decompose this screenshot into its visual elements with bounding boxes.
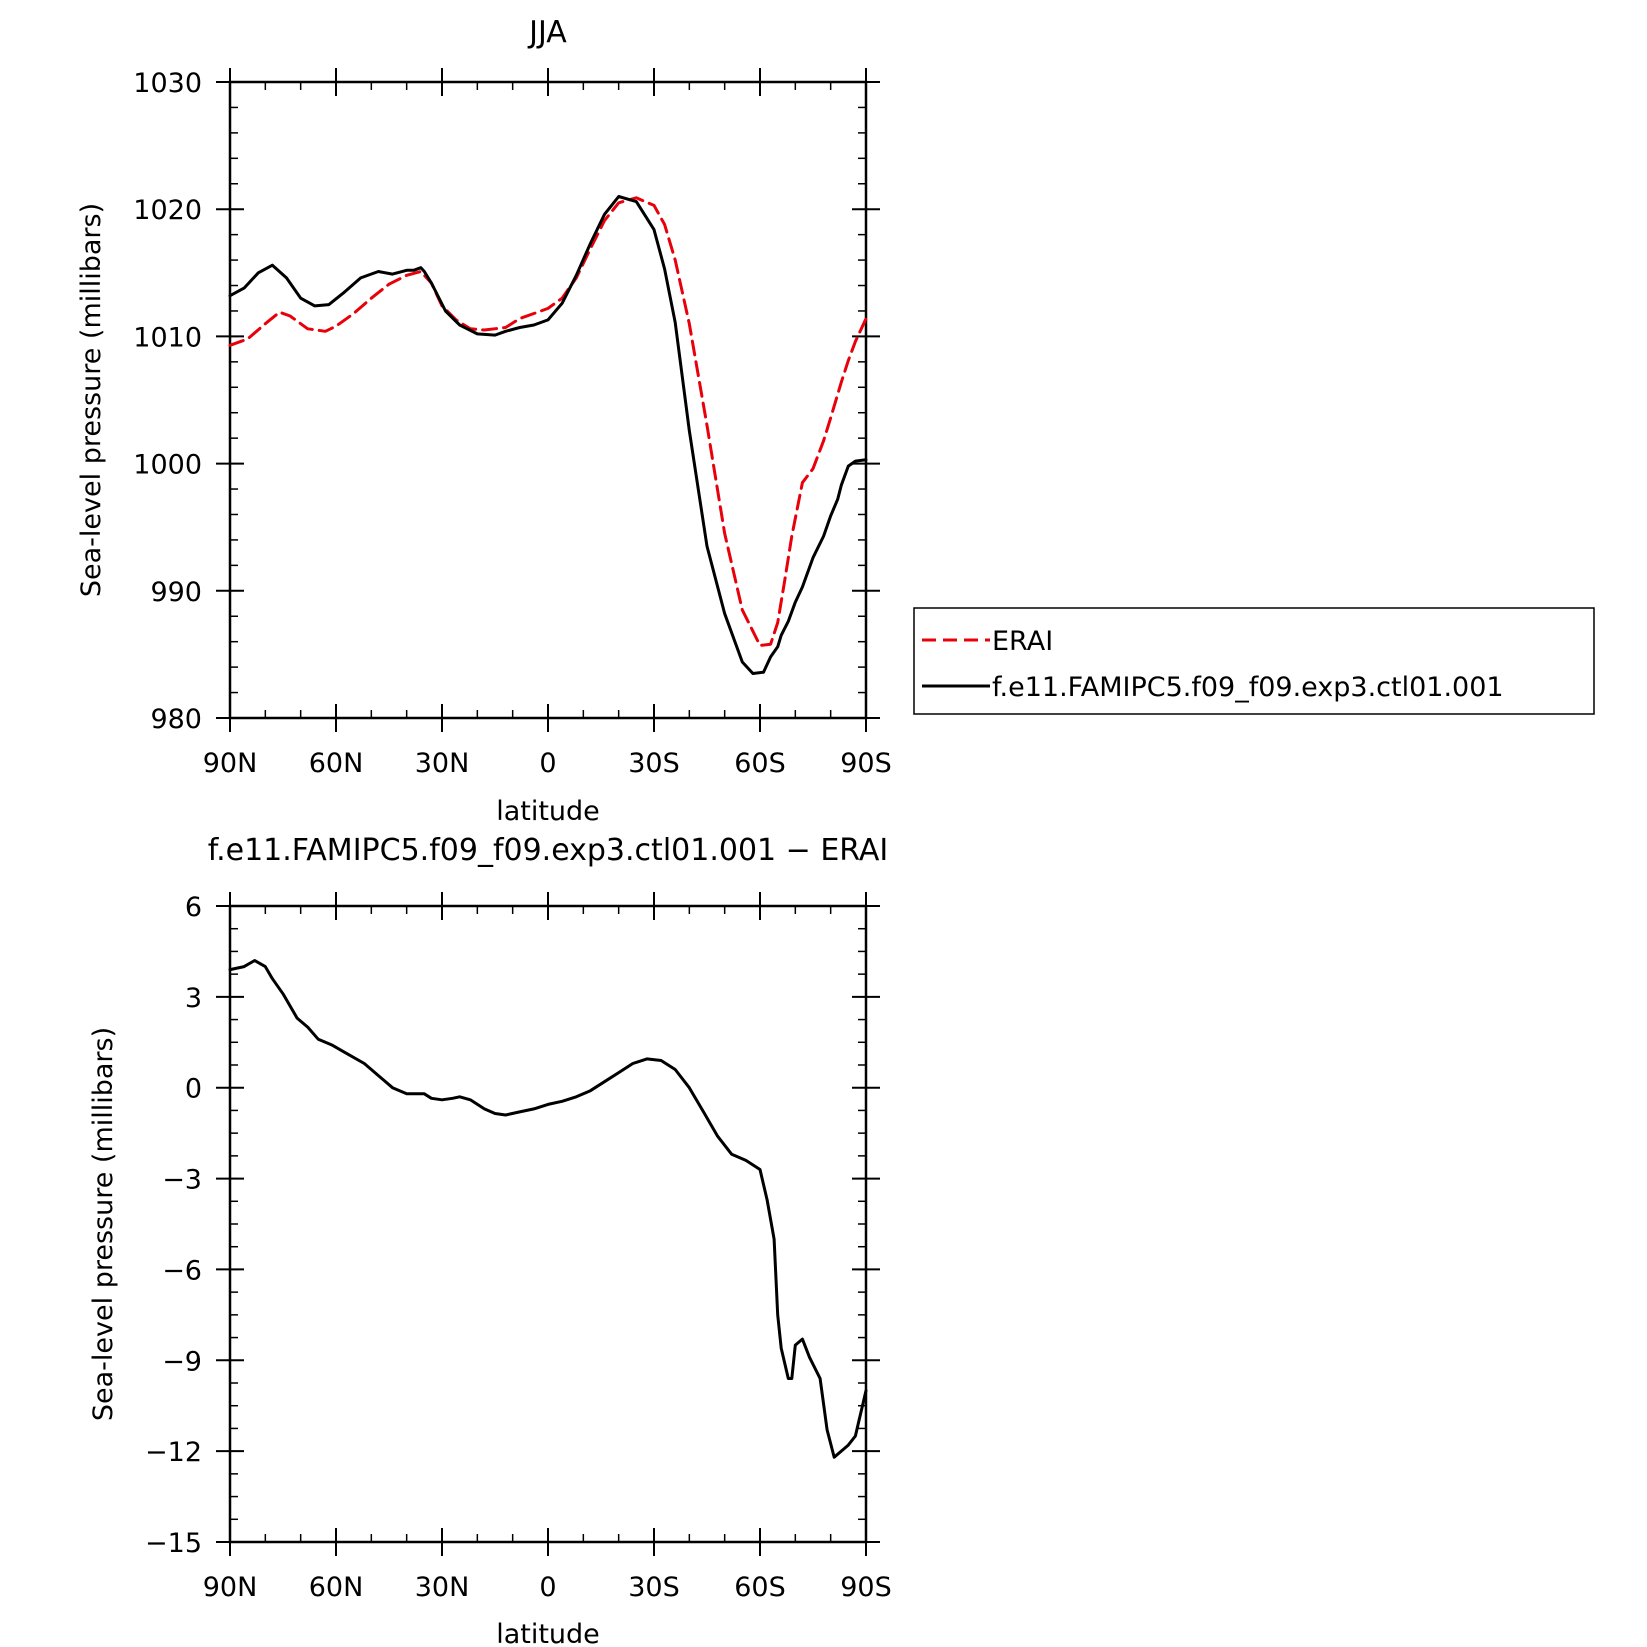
y-axis-title: Sea-level pressure (millibars) — [88, 1027, 119, 1421]
y-tick-label: −9 — [162, 1346, 202, 1377]
y-tick-label: 0 — [185, 1074, 202, 1105]
y-axis-title: Sea-level pressure (millibars) — [76, 203, 107, 597]
y-tick-label: −12 — [145, 1437, 202, 1468]
x-tick-label: 90N — [203, 748, 258, 779]
y-tick-label: 980 — [150, 704, 202, 735]
series-line-erai — [228, 196, 868, 647]
x-tick-label: 0 — [539, 1572, 556, 1603]
x-tick-label: 60N — [309, 1572, 364, 1603]
chart-title: f.e11.FAMIPC5.f09_f09.exp3.ctl01.001 − E… — [208, 833, 889, 868]
x-tick-label: 90N — [203, 1572, 258, 1603]
legend-box — [913, 607, 1595, 715]
x-tick-label: 30S — [628, 748, 680, 779]
y-tick-label: 990 — [150, 577, 202, 608]
panel-bottom: f.e11.FAMIPC5.f09_f09.exp3.ctl01.001 − E… — [88, 833, 892, 1647]
x-axis-title: latitude — [496, 1619, 600, 1647]
plot-frame — [228, 80, 868, 720]
panel-top: JJA 90N 60N 30N 0 30S 60S 90S 980 990 1000 1010 1020… — [76, 15, 892, 827]
legend-label: ERAI — [992, 626, 1053, 657]
x-tick-label: 90S — [840, 1572, 892, 1603]
x-tick-label: 60S — [734, 748, 786, 779]
x-tick-label: 30N — [415, 1572, 470, 1603]
legend-label: f.e11.FAMIPC5.f09_f09.exp3.ctl01.001 — [992, 672, 1504, 703]
x-tick-label: 0 — [539, 748, 556, 779]
x-tick-label: 60S — [734, 1572, 786, 1603]
y-tick-label: −6 — [162, 1255, 202, 1286]
y-tick-label: −3 — [162, 1165, 202, 1196]
x-tick-label: 60N — [309, 748, 364, 779]
legend: ERAI f.e11.FAMIPC5.f09_f09.exp3.ctl01.001 — [913, 607, 1595, 715]
y-tick-label: 3 — [185, 983, 202, 1014]
chart-title: JJA — [527, 15, 567, 50]
x-axis-title: latitude — [496, 796, 600, 827]
x-tick-label: 30N — [415, 748, 470, 779]
x-tick-label: 30S — [628, 1572, 680, 1603]
y-tick-label: 1010 — [133, 322, 202, 353]
y-tick-label: −15 — [145, 1528, 202, 1559]
series-line-f-e11-famipc5-f09-f09-exp3-ctl01-001 — [228, 195, 868, 675]
y-tick-label: 6 — [185, 892, 202, 923]
series-line-difference — [228, 959, 868, 1459]
y-tick-label: 1030 — [133, 68, 202, 99]
y-tick-label: 1000 — [133, 450, 202, 481]
x-tick-label: 90S — [840, 748, 892, 779]
y-tick-label: 1020 — [133, 195, 202, 226]
